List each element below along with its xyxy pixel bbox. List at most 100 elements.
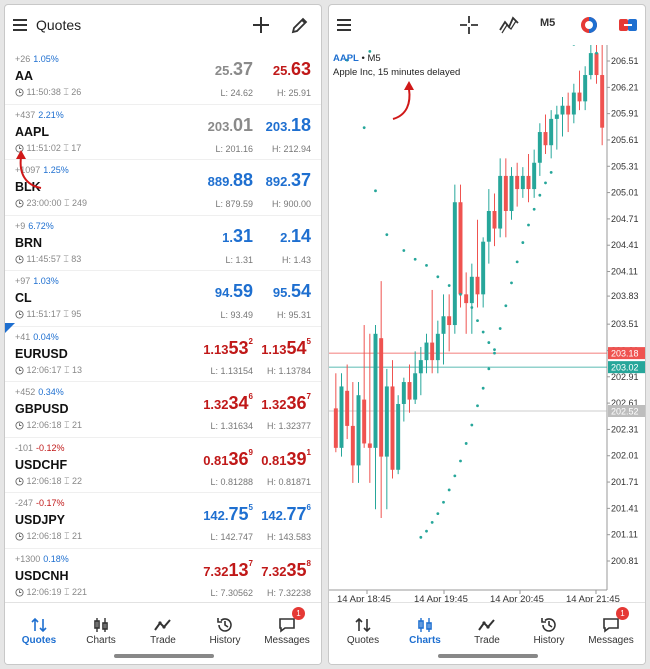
objects-icon[interactable] (577, 13, 601, 37)
bid-price[interactable]: 25.37 (215, 59, 253, 80)
quote-time: 11:50:38 (26, 87, 61, 97)
change-percent: 2.21% (38, 109, 64, 120)
change-points: -101 (15, 442, 34, 453)
psar-dot (493, 348, 496, 351)
quotes-toolbar: Quotes (5, 5, 321, 45)
ask-price[interactable]: 25.63 (273, 59, 311, 80)
change-points: +26 (15, 54, 31, 64)
quotes-icon (31, 617, 47, 633)
time-tick-label: 14 Apr 19:45 (414, 594, 468, 605)
bid-price[interactable]: 1.31 (222, 226, 253, 247)
bid-price[interactable]: 142.755 (203, 503, 253, 525)
low-price: L: 1.13154 (210, 365, 253, 376)
bid-price[interactable]: 0.81369 (203, 448, 253, 470)
symbol-name: GBPUSD (15, 402, 69, 416)
nav-history[interactable]: History (518, 603, 580, 653)
price-chart[interactable]: 206.51 206.21 205.91 205.61 205.31 205.01 204.… (329, 45, 646, 605)
timeframe-button[interactable]: M5 (540, 17, 556, 29)
bid-price-pip: 5 (248, 503, 253, 512)
high-price: H: 900.00 (271, 199, 311, 209)
menu-icon[interactable] (337, 19, 351, 31)
quote-meta: 11:50:38 ⌶ 26 (15, 87, 81, 98)
bid-price-prefix: 203. (207, 118, 233, 134)
clock-icon (15, 587, 24, 597)
price-tick-label: 204.41 (611, 240, 639, 250)
quote-row-blk[interactable]: +1097 1.25% BLK 23:00:00 ⌶ 249 889.88 892.37… (5, 160, 321, 216)
ask-price[interactable]: 142.776 (261, 503, 311, 525)
quote-row-usdchf[interactable]: -101 -0.12% USDCHF 12:06:18 ⌶ 22 0.81369 0.8… (5, 438, 321, 493)
bid-price[interactable]: 889.88 (208, 170, 253, 191)
candle-body (384, 386, 389, 457)
nav-quotes[interactable]: Quotes (332, 603, 394, 653)
nav-messages[interactable]: Messages 1 (256, 603, 318, 653)
nav-trade[interactable]: Trade (132, 603, 194, 653)
low-price: L: 24.62 (220, 88, 253, 98)
candle-body (333, 408, 338, 448)
quote-row-usdcnh[interactable]: +1300 0.18% USDCNH 12:06:19 ⌶ 221 7.32137 7.… (5, 549, 321, 604)
bottom-navigation: Quotes Charts Trade History Messages 1 (5, 602, 321, 664)
change-points: +1300 (15, 553, 41, 564)
bid-price[interactable]: 7.32137 (203, 559, 253, 581)
edit-icon[interactable] (288, 13, 312, 37)
ask-price[interactable]: 203.18 (266, 115, 311, 136)
annotation-arrow-icon (392, 81, 414, 120)
nav-messages[interactable]: Messages 1 (580, 603, 642, 653)
add-symbol-icon[interactable] (249, 13, 273, 37)
nav-charts[interactable]: Charts (394, 603, 456, 653)
quote-row-usdjpy[interactable]: -247 -0.17% USDJPY 12:06:18 ⌶ 21 142.755 142… (5, 493, 321, 549)
candle-body (498, 175, 503, 229)
ask-price[interactable]: 1.13545 (261, 337, 311, 359)
chart-screen: M5 206.51 206.21 205.91 205.61 205.31 205.01 2… (328, 4, 646, 665)
quote-row-aa[interactable]: +26 1.05% AA 11:50:38 ⌶ 26 25.37 25.63 L: 24.… (5, 49, 321, 105)
candle-body (532, 162, 537, 190)
one-click-trade-icon[interactable] (616, 13, 640, 37)
bid-price[interactable]: 1.32346 (203, 392, 253, 414)
nav-charts[interactable]: Charts (70, 603, 132, 653)
nav-label: History (533, 635, 565, 646)
change-percent: 0.18% (43, 553, 69, 564)
low-price: L: 7.30562 (210, 587, 253, 598)
candle-body (481, 241, 486, 295)
ask-price[interactable]: 95.54 (273, 281, 311, 302)
time-tick-label: 14 Apr 20:45 (490, 594, 544, 605)
quote-time: 12:06:19 (26, 586, 62, 597)
change: -101 -0.12% (15, 443, 65, 453)
candle-body (577, 92, 582, 102)
psar-dot (510, 281, 513, 285)
ask-price[interactable]: 0.81391 (261, 448, 311, 470)
bid-price[interactable]: 203.01 (208, 115, 253, 136)
ask-price[interactable]: 7.32358 (261, 559, 311, 581)
quote-row-cl[interactable]: +97 1.03% CL 11:51:17 ⌶ 95 94.59 95.54 L: 93.… (5, 271, 321, 327)
spread-icon: ⌶ (60, 142, 72, 153)
quote-row-gbpusd[interactable]: +452 0.34% GBPUSD 12:06:18 ⌶ 21 1.32346 1.32… (5, 382, 321, 438)
nav-trade[interactable]: Trade (456, 603, 518, 653)
ask-price[interactable]: 2.14 (280, 226, 311, 247)
bid-price-big: 53 (228, 337, 249, 358)
psar-dot (487, 341, 491, 344)
psar-dot (459, 459, 462, 463)
psar-dot (345, 58, 349, 62)
quote-row-brn[interactable]: +9 6.72% BRN 11:45:57 ⌶ 83 1.31 2.14 L: 1.31 H… (5, 216, 321, 271)
ask-price-pip: 1 (306, 447, 311, 457)
candle-body (373, 333, 378, 448)
indicators-icon[interactable] (497, 13, 521, 37)
change-percent: -0.17% (36, 498, 65, 508)
nav-history[interactable]: History (194, 603, 256, 653)
quote-row-eurusd[interactable]: +41 0.04% EURUSD 12:06:17 ⌶ 13 1.13532 1.135… (5, 327, 321, 382)
psar-dot (476, 319, 479, 323)
quote-row-aapl[interactable]: +437 2.21% AAPL 11:51:02 ⌶ 17 203.01 203.18 L… (5, 105, 321, 160)
ask-price[interactable]: 892.37 (266, 170, 311, 191)
bid-price[interactable]: 1.13532 (203, 337, 253, 359)
clock-icon (15, 310, 24, 319)
bid-price[interactable]: 94.59 (215, 281, 253, 302)
nav-quotes[interactable]: Quotes (8, 603, 70, 653)
nav-label: Charts (409, 635, 441, 646)
crosshair-icon[interactable] (457, 13, 481, 37)
ask-price-prefix: 2. (280, 229, 291, 245)
candle-body (509, 175, 514, 211)
ask-price-pip: 8 (306, 558, 311, 568)
ask-price[interactable]: 1.32367 (261, 392, 311, 414)
quotes-icon (355, 617, 371, 633)
menu-icon[interactable] (13, 19, 27, 31)
psar-dot (521, 241, 525, 244)
